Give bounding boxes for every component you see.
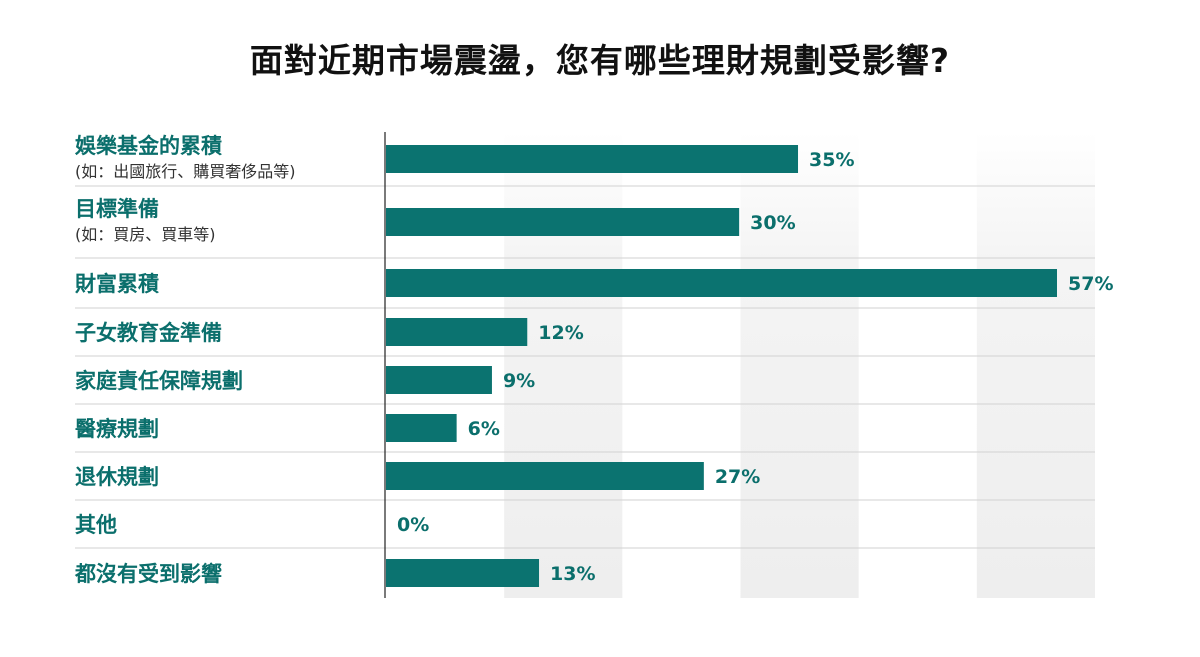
category-sublabel: (如：出國旅行、購買奢侈品等)	[75, 162, 296, 181]
category-label: 其他	[75, 513, 117, 537]
data-label: 57%	[1068, 273, 1113, 295]
bar	[386, 269, 1057, 297]
grid-band	[504, 132, 623, 598]
data-label: 6%	[468, 418, 500, 440]
bar	[386, 208, 740, 236]
grid-band	[976, 132, 1095, 598]
category-label: 醫療規劃	[75, 417, 159, 441]
bar	[386, 462, 704, 490]
chart-title: 面對近期市場震盪，您有哪些理財規劃受影響?	[249, 41, 951, 80]
data-label: 27%	[715, 466, 760, 488]
grid-band	[740, 132, 859, 598]
bar	[386, 559, 540, 587]
category-label: 目標準備	[75, 197, 159, 221]
category-label: 財富累積	[75, 272, 160, 296]
data-label: 0%	[397, 514, 429, 536]
data-label: 9%	[503, 370, 535, 392]
category-sublabel: (如：買房、買車等)	[75, 225, 216, 244]
bar	[386, 414, 457, 442]
data-label: 13%	[550, 563, 595, 585]
data-label: 12%	[538, 322, 583, 344]
data-label: 35%	[809, 149, 854, 171]
data-label: 30%	[750, 212, 795, 234]
category-label: 家庭責任保障規劃	[75, 369, 243, 393]
category-label: 都沒有受到影響	[74, 562, 222, 586]
bar	[386, 318, 528, 346]
bar	[386, 366, 492, 394]
bar	[386, 145, 799, 173]
category-label: 子女教育金準備	[75, 321, 222, 345]
category-label: 娛樂基金的累積	[74, 134, 223, 158]
category-label: 退休規劃	[75, 465, 159, 489]
